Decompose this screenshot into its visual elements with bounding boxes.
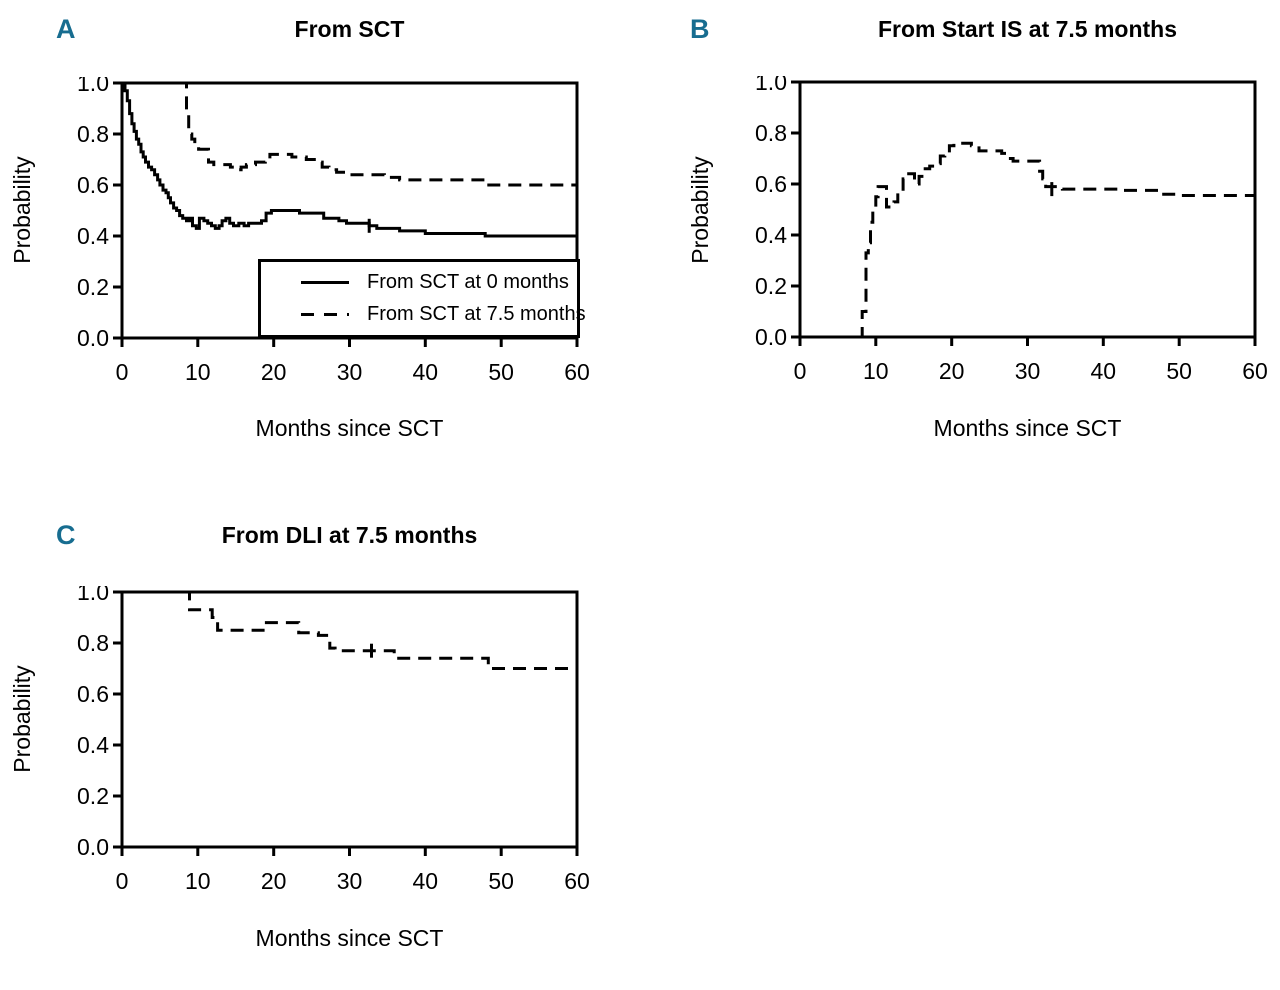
panel-from-start-is: B From Start IS at 7.5 months Probabilit… (678, 0, 1280, 480)
panel-letter-c: C (56, 520, 76, 550)
x-tick-label: 30 (337, 359, 363, 385)
y-tick-label: 0.0 (77, 325, 109, 351)
x-tick-label: 30 (1015, 358, 1041, 384)
panel-title-a: From SCT (294, 16, 405, 42)
panel-title-b: From Start IS at 7.5 months (877, 16, 1178, 42)
y-tick-label: 0.6 (77, 172, 109, 198)
x-tick-label: 30 (337, 868, 363, 894)
y-tick-label: 0.2 (77, 274, 109, 300)
x-tick-label: 60 (1242, 358, 1267, 384)
x-tick-label: 60 (564, 359, 589, 385)
x-axis-title-b: Months since SCT (933, 415, 1122, 441)
legend-label-solid: From SCT at 0 months (367, 271, 569, 293)
survival-plot-b: 0 10 20 30 40 50 60 1.0 0.8 0.6 0.4 0.2 0.0 (755, 76, 1267, 384)
plot-frame (798, 80, 1257, 339)
x-axis-title-a: Months since SCT (255, 415, 444, 441)
y-tick-label: 0.8 (77, 630, 109, 656)
x-axis-title-c: Months since SCT (255, 925, 444, 951)
y-tick-label: 1.0 (77, 586, 109, 605)
y-tick-label: 0.2 (77, 783, 109, 809)
y-tick-label: 1.0 (77, 77, 109, 96)
panel-letter-b: B (690, 14, 710, 44)
x-tick-label: 40 (1091, 358, 1117, 384)
y-tick-label: 0.8 (77, 121, 109, 147)
y-tick-label: 0.6 (755, 171, 787, 197)
curve-dashed (859, 141, 1255, 339)
legend-dashed-line-sample (301, 313, 349, 316)
x-tick-label: 20 (261, 359, 287, 385)
x-tick-label: 20 (261, 868, 287, 894)
y-tick-label: 0.6 (77, 681, 109, 707)
y-tick-label: 0.4 (77, 732, 109, 758)
survival-plot-a: 0 10 20 30 40 50 60 1.0 0.8 0.6 0.4 0.2 0.0 (77, 77, 589, 385)
panel-from-dli: C From DLI at 7.5 months Probability 0 10… (0, 510, 660, 990)
x-tick-label: 0 (116, 868, 129, 894)
y-tick-label: 0.4 (755, 222, 787, 248)
legend-row-solid: From SCT at 0 months (301, 271, 577, 294)
panel-from-sct: A From SCT Probability 0 10 20 30 40 50 60 1.0 0… (0, 0, 660, 480)
y-tick-label: 0.8 (755, 120, 787, 146)
y-tick-label: 0.2 (755, 273, 787, 299)
legend-row-dashed: From SCT at 7.5 months (301, 303, 586, 326)
survival-plot-c: 0 10 20 30 40 50 60 1.0 0.8 0.6 0.4 0.2 0.0 (77, 586, 589, 894)
x-tick-label: 50 (1166, 358, 1192, 384)
y-tick-label: 1.0 (755, 76, 787, 95)
legend-box: From SCT at 0 months From SCT at 7.5 mon… (258, 259, 586, 338)
curve-dashed (184, 590, 577, 670)
x-tick-label: 0 (116, 359, 129, 385)
x-tick-label: 10 (185, 359, 211, 385)
x-tick-label: 60 (564, 868, 589, 894)
panel-title-c: From DLI at 7.5 months (221, 522, 478, 548)
x-tick-label: 50 (488, 868, 514, 894)
legend-label-dashed: From SCT at 7.5 months (367, 303, 586, 325)
x-tick-label: 0 (794, 358, 807, 384)
y-tick-label: 0.4 (77, 223, 109, 249)
x-tick-label: 40 (413, 359, 439, 385)
curve-dashed (178, 81, 577, 187)
y-tick-label: 0.0 (77, 834, 109, 860)
plot-frame (120, 590, 579, 849)
y-tick-label: 0.0 (755, 324, 787, 350)
x-tick-label: 10 (185, 868, 211, 894)
x-tick-label: 10 (863, 358, 889, 384)
curve-solid (122, 81, 577, 238)
x-tick-label: 20 (939, 358, 965, 384)
legend-solid-line-sample (301, 281, 349, 284)
x-tick-label: 40 (413, 868, 439, 894)
panel-letter-a: A (56, 14, 76, 44)
x-tick-label: 50 (488, 359, 514, 385)
